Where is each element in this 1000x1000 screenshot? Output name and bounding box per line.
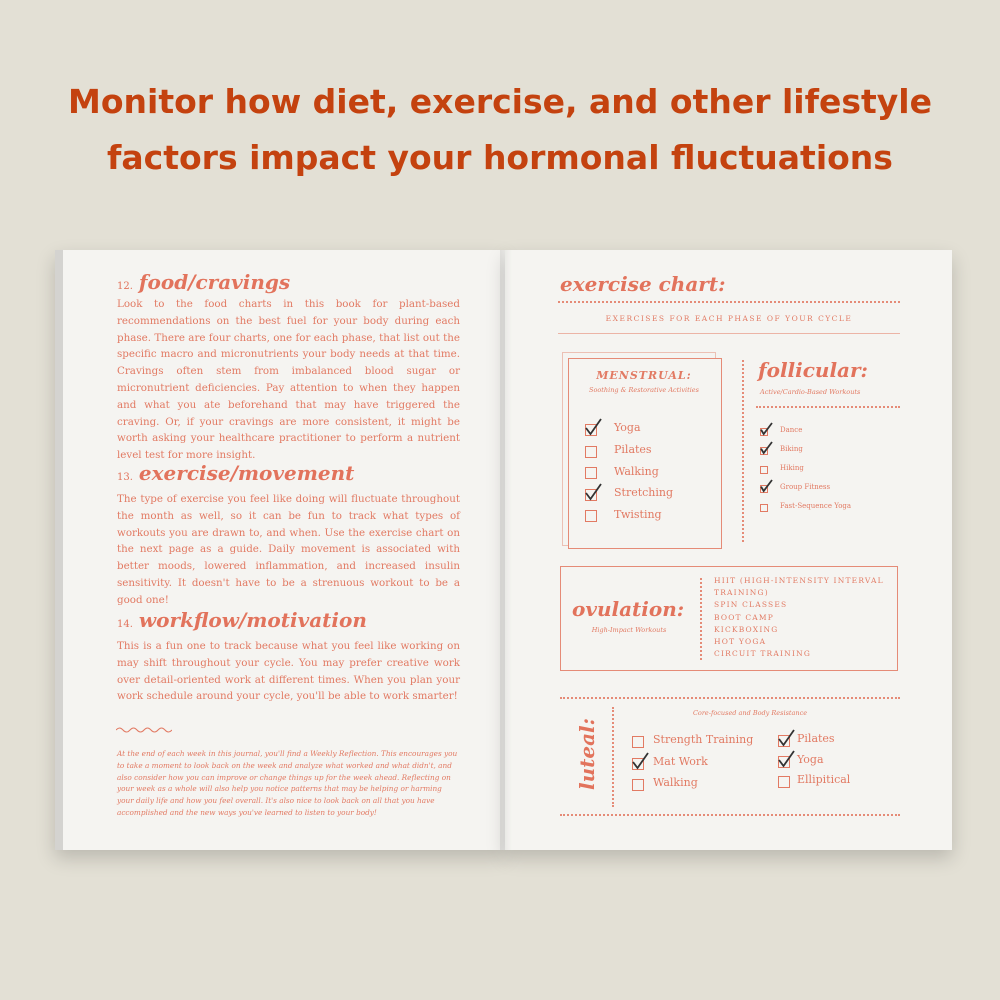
checkbox [585, 510, 597, 523]
checkmark [632, 751, 649, 770]
item-label: Biking [780, 445, 803, 454]
checkbox [760, 479, 773, 493]
phase-subtitle: Active/Cardio-Based Workouts [760, 388, 861, 396]
headline: factors impact your hormonal fluctuation… [107, 138, 893, 177]
ovulation-box [560, 566, 898, 671]
item-label: Yoga [614, 421, 641, 435]
phase-title: MENSTRUAL: [596, 369, 692, 382]
ovulation-item: HIIT (HIGH-INTENSITY INTERVAL TRAINING) [714, 576, 884, 598]
checkmark [585, 418, 602, 436]
item-label: Pilates [614, 442, 652, 456]
phase-subtitle: Core-focused and Body Resistance [692, 709, 808, 717]
left-page [55, 250, 505, 850]
ovulation-item: BOOT CAMP [714, 612, 775, 622]
checkbox [585, 467, 597, 480]
ovulation-item: CIRCUIT TRAINING [714, 649, 812, 659]
checkmark [585, 483, 602, 501]
section-number: 13. [117, 472, 133, 483]
section-heading: 14. workflow/motivation [117, 608, 367, 632]
checkmark [760, 441, 773, 455]
item-label: Walking [653, 776, 698, 790]
section-title: food/cravings [138, 270, 291, 294]
spine [500, 250, 512, 850]
phase-title: luteal: [575, 717, 599, 791]
ovulation-list: HIIT (HIGH-INTENSITY INTERVAL TRAINING) S… [714, 575, 894, 660]
item-label: Yoga [797, 752, 824, 766]
divider [700, 578, 702, 660]
ovulation-item: KICKBOXING [714, 624, 779, 634]
divider [612, 707, 614, 807]
right-page [505, 250, 952, 850]
checkbox [585, 483, 602, 501]
phase-subtitle: High-Impact Workouts [591, 626, 667, 634]
checkbox [760, 422, 773, 436]
checkbox [632, 736, 644, 748]
item-label: Ellipitical [797, 773, 851, 787]
section-body: This is a fun one to track because what … [117, 640, 460, 703]
item-label: Hiking [780, 464, 804, 473]
checkbox [585, 445, 597, 458]
section-body: The type of exercise you feel like doing… [117, 493, 460, 606]
checkbox [585, 418, 602, 436]
checkbox [778, 776, 790, 788]
phase-title: ovulation: [572, 597, 685, 621]
item-label: Pilates [797, 732, 835, 746]
divider [742, 360, 744, 542]
phase-subtitle: Soothing & Restorative Activities [589, 386, 699, 394]
item-label: Strength Training [653, 733, 754, 747]
headline: Monitor how diet, exercise, and other li… [68, 82, 932, 121]
item-label: Dance [780, 426, 803, 435]
section-title: exercise/movement [138, 461, 355, 485]
checkmark [778, 749, 795, 768]
checkbox [778, 729, 795, 747]
note: At the end of each week in this journal,… [117, 749, 458, 817]
checkmark [760, 422, 773, 436]
divider [558, 301, 900, 303]
item-label: Walking [614, 464, 659, 478]
divider [756, 406, 900, 408]
wavy-divider [116, 727, 172, 733]
section-number: 12. [117, 281, 133, 292]
menstrual-box [568, 358, 722, 549]
checkbox [632, 751, 649, 770]
divider [558, 333, 900, 334]
section-body: Look to the food charts in this book for… [117, 298, 460, 462]
checkbox [760, 466, 768, 474]
divider [560, 814, 900, 816]
section-heading: 12. food/cravings [117, 270, 290, 294]
chart-subtitle: EXERCISES FOR EACH PHASE OF YOUR CYCLE [605, 314, 853, 323]
ovulation-item: SPIN CLASSES [714, 600, 788, 610]
checkbox [760, 441, 773, 455]
item-label: Group Fitness [780, 483, 831, 492]
checkbox [778, 749, 795, 768]
item-label: Stretching [614, 486, 674, 500]
item-label: Twisting [614, 507, 662, 521]
divider [560, 697, 900, 699]
checkmark [760, 479, 773, 493]
checkbox [632, 779, 644, 791]
section-heading: 13. exercise/movement [117, 461, 354, 485]
section-title: workflow/motivation [138, 608, 367, 632]
chart-title: exercise chart: [560, 272, 726, 296]
checkmark [778, 729, 795, 747]
checkbox [760, 504, 768, 512]
page-edge [55, 250, 63, 850]
section-number: 14. [117, 619, 133, 630]
item-label: Fast-Sequence Yoga [780, 502, 852, 511]
ovulation-item: HOT YOGA [714, 637, 767, 647]
item-label: Mat Work [653, 754, 708, 768]
phase-title: follicular: [758, 358, 868, 382]
